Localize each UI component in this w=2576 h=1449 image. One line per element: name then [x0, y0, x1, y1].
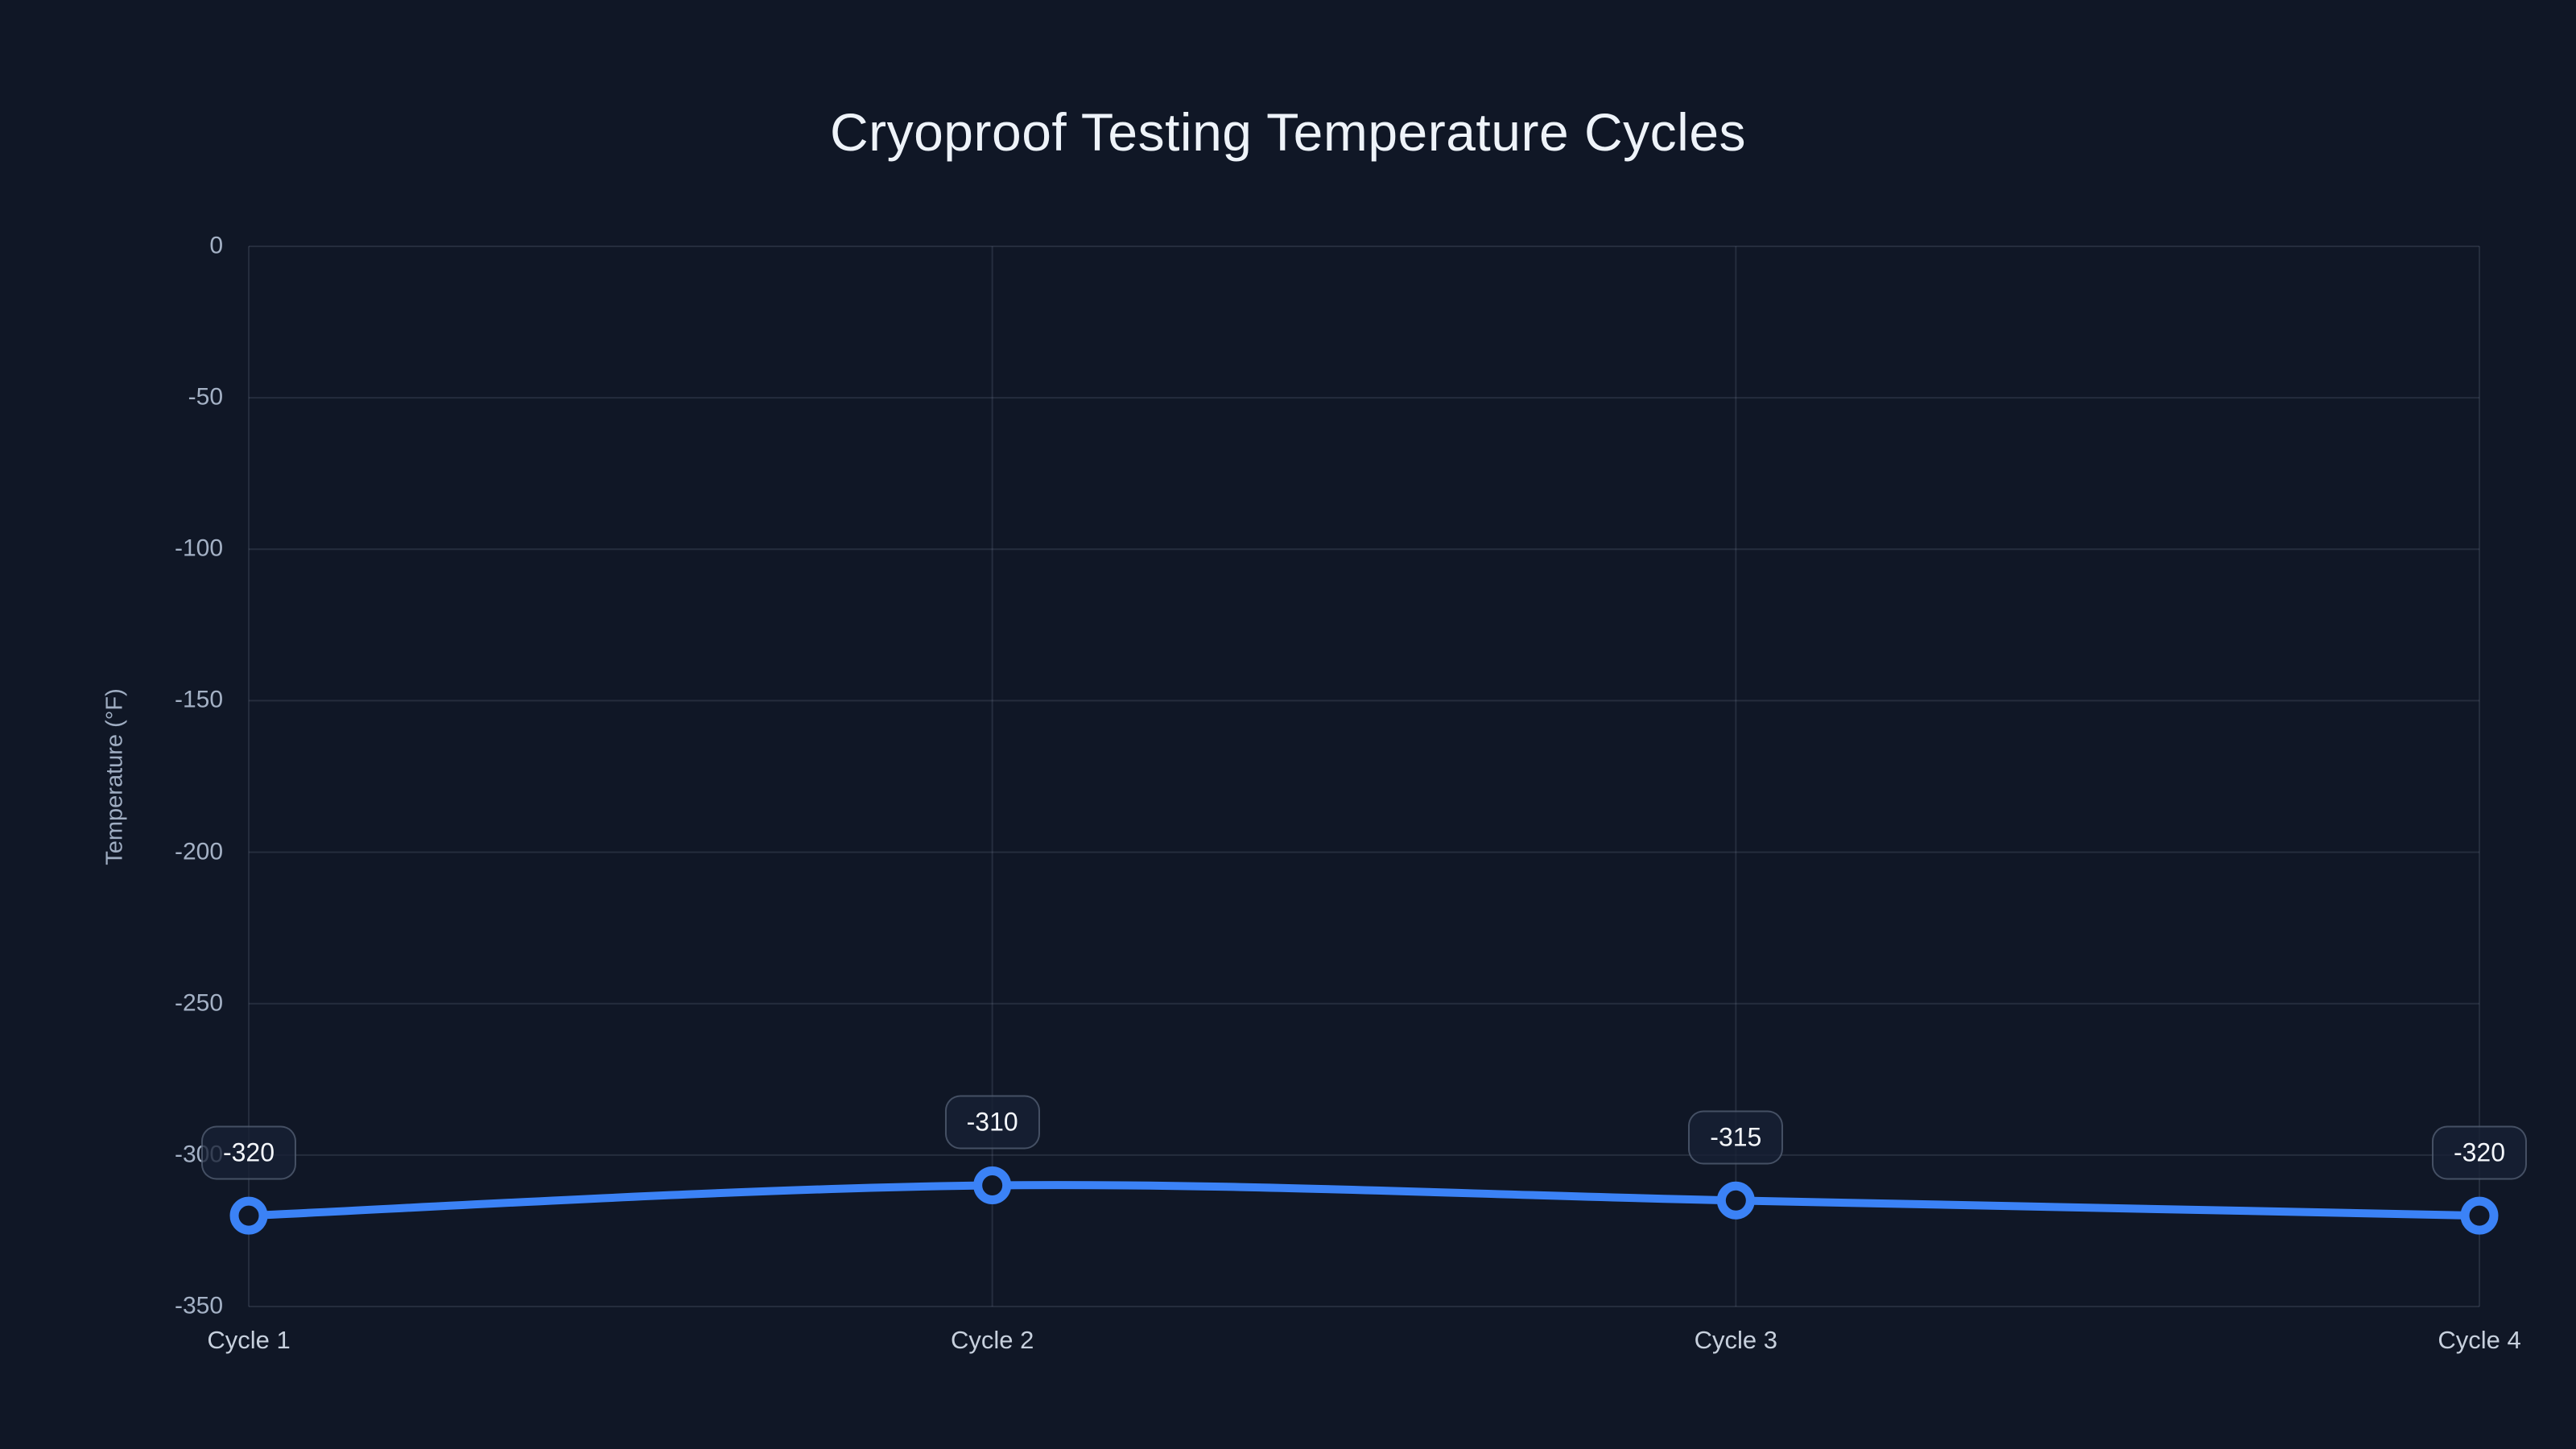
y-axis-tick-label: -350: [174, 1292, 223, 1319]
y-axis-tick-label: -200: [174, 837, 223, 865]
point-value-badge: -315: [1688, 1110, 1784, 1165]
point-value-badge: -320: [2431, 1125, 2528, 1180]
y-axis-tick-label: 0: [209, 232, 223, 259]
x-axis-tick-label: Cycle 3: [1694, 1326, 1778, 1354]
y-axis-tick-label: -150: [174, 686, 223, 713]
data-point-marker[interactable]: [973, 1166, 1012, 1204]
y-axis-tick-label: -100: [174, 535, 223, 562]
y-axis-tick-label: -300: [174, 1141, 223, 1168]
temperature-line: [245, 1181, 2483, 1220]
data-point-marker[interactable]: [2460, 1196, 2499, 1235]
point-value-badge: -320: [200, 1125, 297, 1180]
data-point-marker[interactable]: [1716, 1181, 1755, 1220]
x-axis-tick-label: Cycle 2: [950, 1326, 1034, 1354]
point-value-badge: -310: [944, 1095, 1040, 1150]
x-axis-tick-label: Cycle 4: [2438, 1326, 2521, 1354]
x-axis-tick-label: Cycle 1: [207, 1326, 291, 1354]
data-point-marker[interactable]: [229, 1196, 268, 1235]
chart-title: Cryoproof Testing Temperature Cycles: [829, 102, 1747, 162]
y-axis-tick-label: -50: [188, 383, 223, 411]
y-axis-tick-label: -250: [174, 989, 223, 1017]
